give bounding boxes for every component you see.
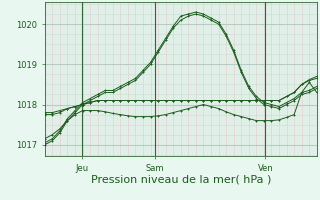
X-axis label: Pression niveau de la mer( hPa ): Pression niveau de la mer( hPa ) [91, 174, 271, 184]
